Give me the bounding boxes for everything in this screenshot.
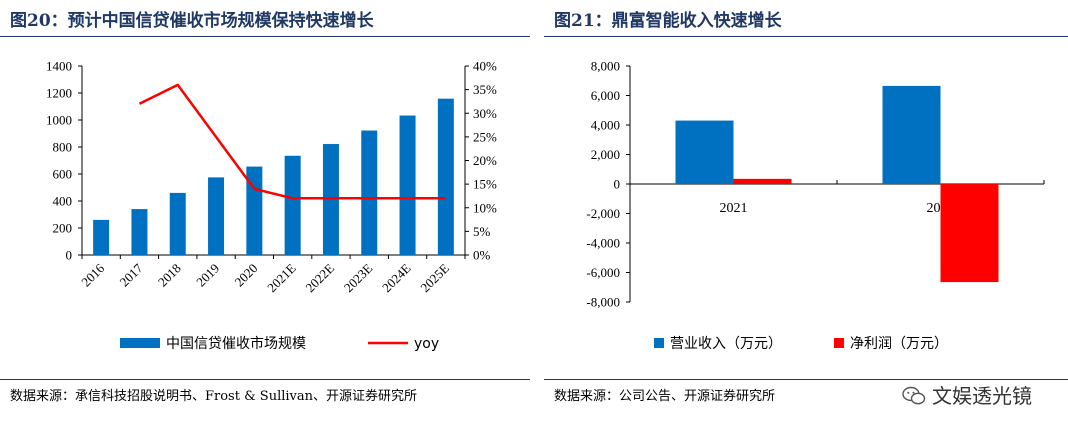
right-y-tick-label: 15% — [473, 177, 497, 192]
legend-swatch-net-profit — [834, 338, 844, 348]
left-y-tick-label: 800 — [53, 140, 73, 155]
market-size-bar — [284, 155, 301, 255]
wechat-icon — [902, 386, 926, 405]
x-category-label: 2021 — [720, 201, 748, 216]
y-tick-label: -8,000 — [586, 295, 620, 310]
left-y-tick-label: 600 — [53, 167, 73, 182]
x-tick-label: 2018 — [155, 261, 184, 290]
legend-label-revenue: 营业收入（万元） — [670, 336, 782, 352]
right-source-divider — [544, 379, 1068, 380]
x-tick-label: 2025E — [417, 260, 452, 295]
x-tick-label: 2020 — [231, 261, 260, 290]
right-source-note: 数据来源：公司公告、开源证券研究所 — [554, 389, 776, 404]
left-y-tick-label: 200 — [53, 221, 73, 236]
legend-label-yoy: yoy — [414, 336, 439, 352]
x-tick-label: 2017 — [117, 260, 146, 289]
y-tick-label: 2,000 — [591, 147, 620, 162]
left-y-tick-label: 0 — [66, 248, 73, 263]
right-y-tick-label: 40% — [473, 59, 497, 74]
net-profit-bar — [940, 184, 999, 283]
right-chart-bars — [675, 85, 999, 283]
left-y-tick-label: 1200 — [46, 86, 72, 101]
right-y-tick-label: 10% — [473, 200, 497, 215]
left-title-divider — [0, 36, 530, 37]
x-tick-label: 2022E — [302, 260, 337, 295]
watermark: 文娱透光镜 — [902, 380, 1032, 409]
right-chart-axes: 8,000 6,000 4,000 2,000 0 -2,000 -4,000 -6,000 -… — [586, 59, 1045, 310]
market-size-bar — [361, 130, 378, 255]
right-y-tick-label: 5% — [473, 224, 491, 239]
x-tick-label: 2021E — [264, 260, 299, 295]
yoy-series-line — [138, 83, 446, 200]
right-chart-legend: 营业收入（万元） 净利润（万元） — [654, 336, 948, 352]
market-size-bar — [169, 192, 186, 255]
y-tick-label: -4,000 — [586, 236, 620, 251]
right-y-tick-label: 0% — [473, 248, 491, 263]
left-y-tick-label: 1400 — [46, 59, 72, 74]
left-chart-bars — [93, 98, 454, 255]
left-y-tick-label: 400 — [53, 194, 73, 209]
y-tick-label: -6,000 — [586, 265, 620, 280]
left-figure-panel: 图20：预计中国信贷催收市场规模保持快速增长 0 200 400 600 800 1000… — [0, 0, 530, 446]
right-figure-panel: 图21：鼎富智能收入快速增长 8,000 6,000 4,000 2,000 0 -2,0… — [544, 0, 1068, 446]
right-figure-title: 图21：鼎富智能收入快速增长 — [554, 11, 782, 31]
market-size-chart: 0 200 400 600 800 1000 1200 1400 0% 5% 10% 15% 20% 25… — [46, 59, 497, 353]
right-title-divider — [544, 36, 1068, 37]
y-tick-label: 0 — [614, 177, 621, 192]
x-tick-label: 2019 — [193, 261, 222, 290]
right-y-tick-label: 20% — [473, 153, 497, 168]
y-tick-label: 4,000 — [591, 118, 620, 133]
left-source-note: 数据来源：承信科技招股说明书、Frost & Sullivan、开源证券研究所 — [10, 389, 418, 404]
y-tick-label: -2,000 — [586, 206, 620, 221]
right-y-tick-label: 25% — [473, 129, 497, 144]
legend-swatch-market-size — [120, 338, 160, 348]
legend-label-market-size: 中国信贷催收市场规模 — [166, 335, 306, 352]
right-y-tick-label: 30% — [473, 106, 497, 121]
watermark-text: 文娱透光镜 — [932, 384, 1032, 408]
y-tick-label: 6,000 — [591, 88, 620, 103]
x-tick-label: 2024E — [379, 260, 414, 295]
left-figure-title: 图20：预计中国信贷催收市场规模保持快速增长 — [10, 11, 374, 31]
market-size-bar — [208, 177, 225, 255]
market-size-bar — [93, 219, 110, 255]
legend-swatch-revenue — [654, 338, 664, 348]
x-tick-label: 2016 — [78, 260, 107, 289]
revenue-bar — [882, 85, 941, 184]
x-tick-label: 2023E — [341, 260, 376, 295]
revenue-bar — [675, 120, 734, 184]
right-y-tick-label: 35% — [473, 82, 497, 97]
y-tick-label: 8,000 — [591, 59, 620, 74]
left-chart-yoy-line — [138, 83, 446, 200]
left-y-tick-label: 1000 — [46, 113, 72, 128]
revenue-profit-chart: 8,000 6,000 4,000 2,000 0 -2,000 -4,000 -6,000 -… — [586, 59, 1045, 352]
market-size-bar — [399, 115, 416, 255]
legend-label-net-profit: 净利润（万元） — [850, 336, 948, 352]
market-size-bar — [131, 209, 148, 255]
left-source-divider — [0, 379, 530, 380]
net-profit-bar — [733, 178, 792, 184]
left-chart-legend: 中国信贷催收市场规模 yoy — [120, 335, 439, 352]
left-chart-axes: 0 200 400 600 800 1000 1200 1400 0% 5% 10% 15% 20% 25… — [46, 59, 497, 296]
market-size-bar — [437, 98, 454, 255]
